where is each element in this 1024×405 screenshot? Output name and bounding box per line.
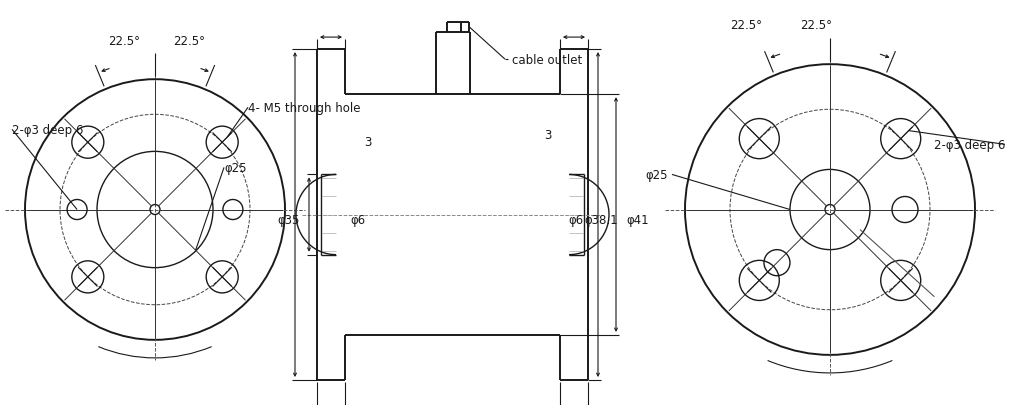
Text: φ25: φ25 [224,162,247,175]
Text: φ38.1: φ38.1 [584,213,617,226]
Text: 2-φ3 deep 6: 2-φ3 deep 6 [934,139,1005,151]
Text: 22.5°: 22.5° [108,35,140,48]
Text: 3: 3 [364,136,372,149]
Text: 3: 3 [545,128,552,141]
Text: 22.5°: 22.5° [173,35,205,48]
Text: 2-φ3 deep 6: 2-φ3 deep 6 [12,124,83,136]
Text: φ41: φ41 [626,213,648,226]
Text: 22.5°: 22.5° [800,19,831,32]
Text: φ35: φ35 [278,213,300,226]
Text: 22.5°: 22.5° [730,19,762,32]
Text: φ6: φ6 [568,213,583,226]
Text: φ6: φ6 [350,213,366,226]
Text: cable outlet: cable outlet [512,53,583,66]
Text: φ25: φ25 [645,168,668,181]
Text: 4- M5 through hole: 4- M5 through hole [248,102,360,115]
